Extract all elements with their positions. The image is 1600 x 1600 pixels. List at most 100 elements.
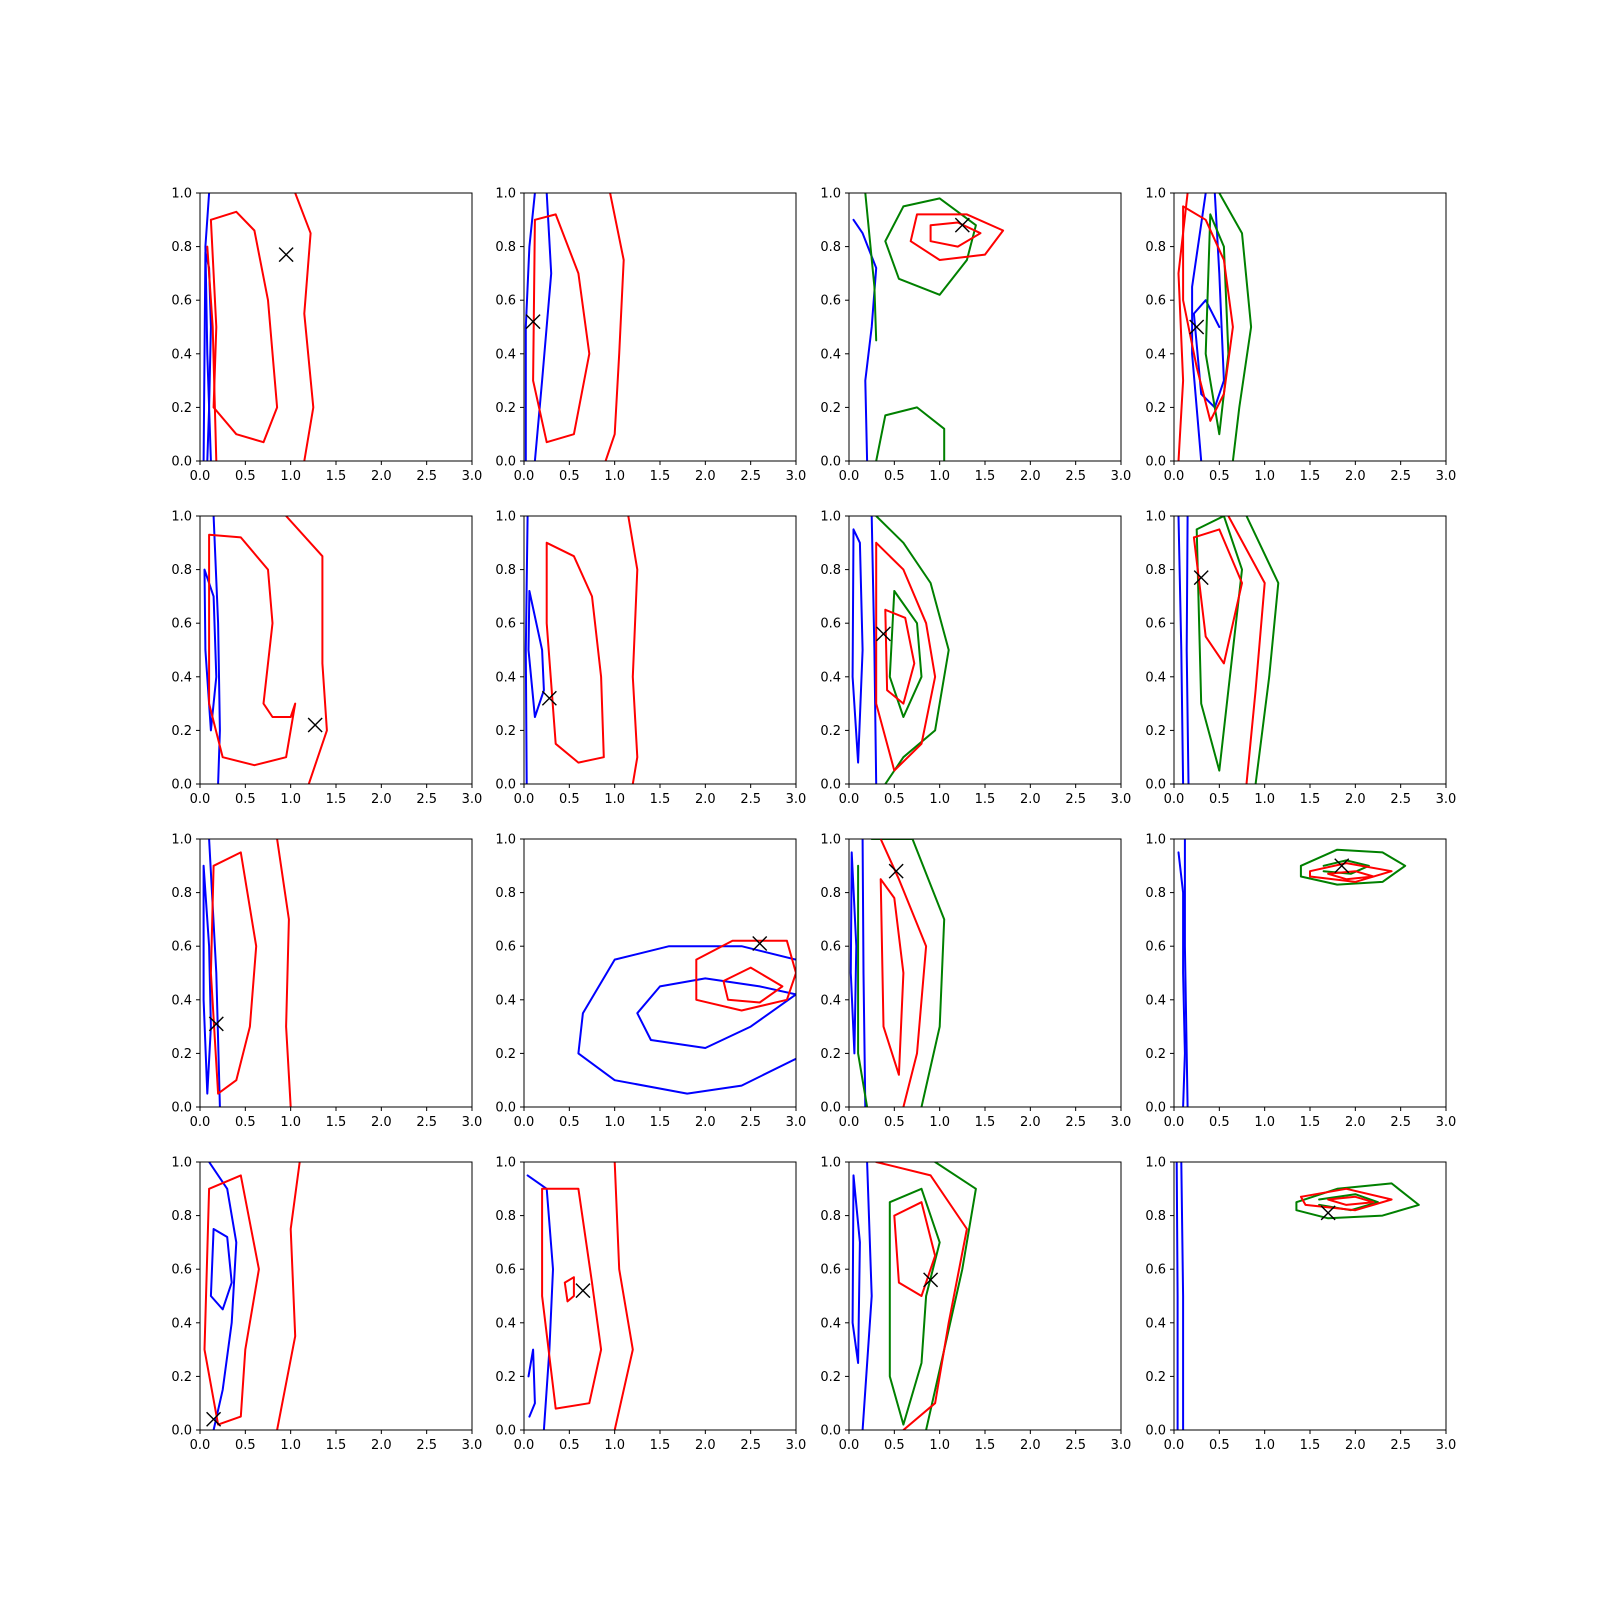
contour-green-3 <box>875 406 946 461</box>
x-marker-stroke <box>752 936 768 952</box>
x-tick-label: 1.5 <box>1300 792 1321 807</box>
x-marker <box>525 314 541 330</box>
plot-area <box>1177 193 1253 461</box>
x-tick-label: 0.5 <box>1209 1115 1230 1130</box>
contour-red-3 <box>532 213 591 444</box>
subplot-6: 0.0 0.5 1.0 1.5 2.0 2.5 3.0 0.0 0.2 0.4 0.6 0.8 1.0 <box>495 510 806 808</box>
x-tick-label: 1.5 <box>326 792 347 807</box>
x-tick-label: 2.0 <box>371 1115 392 1130</box>
x-tick-label: 0.5 <box>559 469 580 484</box>
y-tick-label: 0.4 <box>1145 347 1166 362</box>
y-tick-label: 0.6 <box>1145 617 1166 632</box>
x-tick-label: 1.0 <box>604 469 625 484</box>
contour-red-3 <box>209 210 279 444</box>
y-tick-label: 0.0 <box>495 1101 516 1116</box>
x-marker-stroke <box>575 1283 591 1299</box>
contour-blue-2 <box>1192 193 1225 409</box>
y-tick-label: 1.0 <box>820 833 841 848</box>
contour-green-3 <box>875 516 950 784</box>
x-tick-label: 0.5 <box>1209 792 1230 807</box>
contour-red-6 <box>893 1201 937 1297</box>
contour-blue-2 <box>527 590 545 718</box>
y-tick-label: 0.0 <box>171 778 192 793</box>
y-tick-label: 0.0 <box>820 778 841 793</box>
x-tick-label: 2.0 <box>1345 469 1366 484</box>
x-tick-label: 0.5 <box>884 1115 905 1130</box>
x-tick-label: 0.0 <box>514 1115 535 1130</box>
plot-area <box>203 1162 301 1430</box>
y-tick-label: 0.6 <box>171 294 192 309</box>
contour-red-4 <box>627 516 639 784</box>
contour-blue-2 <box>212 516 221 784</box>
y-tick-label: 0.8 <box>820 240 841 255</box>
x-tick-label: 2.0 <box>695 469 716 484</box>
contour-blue-1 <box>524 516 529 784</box>
x-tick-label: 1.5 <box>326 1115 347 1130</box>
plot-area <box>524 193 625 461</box>
plot-area <box>202 193 315 461</box>
y-tick-label: 1.0 <box>820 1156 841 1171</box>
x-marker <box>575 1283 591 1299</box>
contour-blue-2 <box>1183 839 1189 1107</box>
contour-green-3 <box>870 839 946 1107</box>
x-tick-label: 2.0 <box>695 792 716 807</box>
x-tick-label: 1.0 <box>1254 792 1275 807</box>
y-tick-label: 0.8 <box>171 886 192 901</box>
plot-area <box>577 936 796 1095</box>
x-tick-label: 1.5 <box>326 1438 347 1453</box>
x-tick-label: 3.0 <box>1436 792 1457 807</box>
y-tick-label: 0.6 <box>1145 1263 1166 1278</box>
x-marker <box>206 1411 222 1427</box>
subplot-9: 0.0 0.5 1.0 1.5 2.0 2.5 3.0 0.0 0.2 0.4 0.6 0.8 1.0 <box>171 833 482 1131</box>
axes-frame <box>523 838 797 1108</box>
axes-frame <box>848 838 1122 1108</box>
x-tick-label: 3.0 <box>1436 469 1457 484</box>
x-tick-label: 3.0 <box>786 1115 807 1130</box>
y-tick-label: 0.2 <box>1145 401 1166 416</box>
contour-blue-1 <box>1177 851 1186 1107</box>
contour-red-6 <box>1177 193 1189 461</box>
contour-green-2 <box>884 197 977 296</box>
x-marker-stroke <box>875 626 891 642</box>
x-tick-label: 0.5 <box>1209 1438 1230 1453</box>
y-tick-label: 1.0 <box>171 1156 192 1171</box>
y-tick-label: 1.0 <box>820 510 841 525</box>
x-tick-label: 0.0 <box>190 1115 211 1130</box>
axes-frame <box>1173 192 1447 462</box>
y-tick-label: 0.4 <box>171 670 192 685</box>
contour-blue-2 <box>204 193 212 461</box>
y-tick-label: 1.0 <box>1145 833 1166 848</box>
x-tick-label: 1.0 <box>280 792 301 807</box>
y-tick-label: 0.8 <box>495 563 516 578</box>
y-tick-label: 0.4 <box>171 1316 192 1331</box>
axes-frame <box>523 192 797 462</box>
contour-blue-2 <box>861 1162 873 1430</box>
contour-green-3 <box>1195 516 1243 772</box>
x-tick-label: 1.0 <box>280 1438 301 1453</box>
x-tick-label: 0.0 <box>1164 1115 1185 1130</box>
y-tick-label: 0.4 <box>495 670 516 685</box>
contour-blue-2 <box>533 193 553 461</box>
x-tick-label: 1.5 <box>975 1438 996 1453</box>
contour-red-4 <box>604 193 625 461</box>
x-marker <box>1320 1205 1336 1221</box>
x-marker-stroke <box>1189 319 1205 335</box>
x-tick-label: 0.5 <box>884 792 905 807</box>
x-marker <box>954 217 970 233</box>
y-tick-label: 0.0 <box>820 455 841 470</box>
x-tick-label: 3.0 <box>1111 792 1132 807</box>
x-tick-label: 3.0 <box>462 1438 483 1453</box>
contour-red-4 <box>276 839 292 1107</box>
x-tick-label: 1.5 <box>975 1115 996 1130</box>
x-tick-label: 1.5 <box>975 469 996 484</box>
subplot-10: 0.0 0.5 1.0 1.5 2.0 2.5 3.0 0.0 0.2 0.4 0.6 0.8 1.0 <box>495 833 806 1131</box>
y-tick-label: 0.4 <box>495 347 516 362</box>
contour-blue-2 <box>1185 516 1190 784</box>
y-tick-label: 0.4 <box>820 1316 841 1331</box>
x-tick-label: 2.5 <box>416 1438 437 1453</box>
x-marker <box>1334 858 1350 874</box>
x-tick-label: 2.0 <box>695 1115 716 1130</box>
x-tick-label: 2.5 <box>1390 1438 1411 1453</box>
contour-red-5 <box>206 245 218 461</box>
y-tick-label: 0.0 <box>1145 455 1166 470</box>
